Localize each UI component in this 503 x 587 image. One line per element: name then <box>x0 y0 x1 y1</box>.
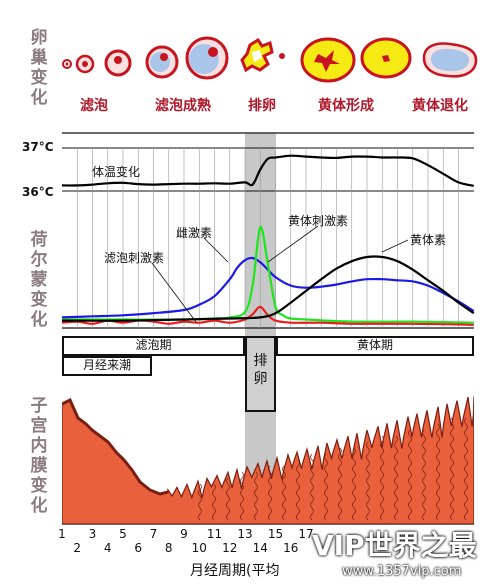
lh-label: 黄体刺激素 <box>288 214 349 228</box>
day-label: 3 <box>88 527 97 541</box>
endometrium-layer <box>62 396 474 524</box>
gland <box>226 477 230 521</box>
ovulation-icon <box>240 37 285 73</box>
day-label: 9 <box>180 527 188 541</box>
corpus-luteum-regressing-icon <box>422 42 478 78</box>
fsh-label: 滤泡刺激素 <box>104 251 165 265</box>
temp-36-label: 36°C <box>22 185 54 199</box>
day-label: 4 <box>103 541 112 555</box>
small-follicle-icon <box>62 49 132 77</box>
ovary-section-label: 卵 巢 变 化 <box>30 28 48 108</box>
vertical-gridlines <box>76 148 459 328</box>
day-label: 7 <box>149 527 158 541</box>
day-label: 8 <box>164 541 173 555</box>
gland <box>380 435 384 521</box>
day-label: 14 <box>252 541 268 555</box>
day-label: 12 <box>222 541 238 555</box>
day-label: 10 <box>191 541 207 555</box>
mature-follicle-icon <box>145 36 229 80</box>
luteal-phase-box: 黄体期 <box>276 336 474 356</box>
gland <box>324 453 328 521</box>
endometrium-shed-edge <box>62 397 169 496</box>
day-label: 15 <box>267 527 284 541</box>
corpus-luteum-forming-icon <box>300 37 412 83</box>
progesterone-curve <box>61 255 475 322</box>
stage-label-ovulation: 排卵 <box>248 98 276 114</box>
gland <box>240 471 244 521</box>
day-label: 11 <box>206 527 223 541</box>
gland <box>198 483 202 521</box>
chart-curves <box>61 154 475 326</box>
day-label: 6 <box>134 541 143 555</box>
gland <box>338 447 342 521</box>
watermark-logo: VIP世界之最 <box>312 529 477 562</box>
gland <box>408 429 412 521</box>
gland <box>296 459 300 521</box>
stage-label-corpus-regressing: 黄体退化 <box>412 98 468 114</box>
temperature-curve-label: 体温变化 <box>92 165 141 179</box>
day-label: 2 <box>73 541 82 555</box>
gland <box>282 465 286 521</box>
day-label: 13 <box>237 527 253 541</box>
progesterone-label: 黄体素 <box>410 233 447 247</box>
gland <box>310 453 314 521</box>
day-label: 16 <box>283 541 299 555</box>
endometrium-shape <box>62 396 474 524</box>
stage-label-mature-follicle: 滤泡成熟 <box>155 98 211 114</box>
ovulation-box: 排 卵 <box>245 336 276 412</box>
gland <box>422 429 426 521</box>
gland <box>254 471 258 521</box>
stage-label-corpus-forming: 黄体形成 <box>318 98 374 114</box>
estrogen-curve <box>61 256 475 319</box>
day-label: 17 <box>298 527 314 541</box>
gland <box>212 483 216 521</box>
follicular-phase-box: 滤泡期 <box>62 336 245 356</box>
stage-label-follicle: 滤泡 <box>80 98 108 114</box>
day-label: 5 <box>119 527 127 541</box>
watermark-url: www.1357vip.com <box>342 564 462 579</box>
endometrium-section-label: 子 宫 内 膜 变 化 <box>30 396 48 516</box>
gland <box>366 441 370 521</box>
gland <box>352 447 356 521</box>
x-axis-title: 月经周期(平均 <box>190 563 280 579</box>
temperature-curve <box>61 154 475 187</box>
label-pointers <box>151 225 409 323</box>
watermark: VIP世界之最 www.1357vip.com <box>312 530 502 586</box>
gland <box>436 423 440 521</box>
gland <box>464 417 468 521</box>
temp-37-label: 37°C <box>22 140 54 154</box>
ovary-illustrations <box>62 36 478 83</box>
endometrium-glands <box>198 417 468 521</box>
day-label: 1 <box>58 527 66 541</box>
gland <box>268 465 272 521</box>
estrogen-label: 雌激素 <box>176 226 213 240</box>
gland <box>450 417 454 521</box>
gland <box>394 435 398 521</box>
menstruation-box: 月经来潮 <box>62 356 152 376</box>
hormone-section-label: 荷 尔 蒙 变 化 <box>30 230 48 330</box>
